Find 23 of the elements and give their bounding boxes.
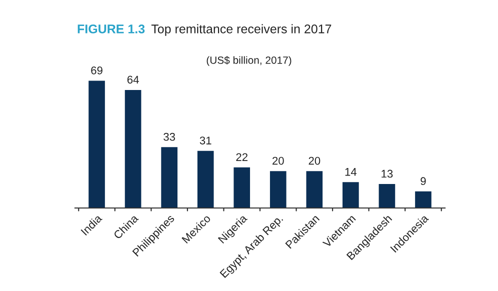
data-label: 33 — [164, 132, 176, 141]
data-label: 20 — [272, 156, 284, 165]
data-label: 22 — [236, 153, 248, 161]
bar — [161, 147, 178, 208]
bar — [306, 171, 323, 208]
bar — [378, 184, 396, 208]
data-label: 69 — [91, 66, 102, 74]
bar — [234, 167, 250, 208]
bar — [415, 191, 432, 208]
bar — [270, 171, 286, 208]
data-label: 20 — [308, 156, 320, 165]
bar — [88, 80, 105, 208]
data-label: 64 — [127, 76, 139, 84]
chart-subtitle: (US$ billion, 2017) — [206, 56, 292, 66]
data-label: 13 — [382, 170, 393, 178]
bar — [197, 150, 214, 208]
data-label: 9 — [420, 177, 426, 186]
data-label: 14 — [345, 168, 357, 176]
data-label: 31 — [200, 136, 212, 144]
chart-title: Top remittance receivers in 2017 — [151, 24, 332, 36]
caption: FIGURE 1.3 — [78, 24, 145, 34]
bar — [342, 182, 359, 208]
bar — [124, 90, 142, 208]
